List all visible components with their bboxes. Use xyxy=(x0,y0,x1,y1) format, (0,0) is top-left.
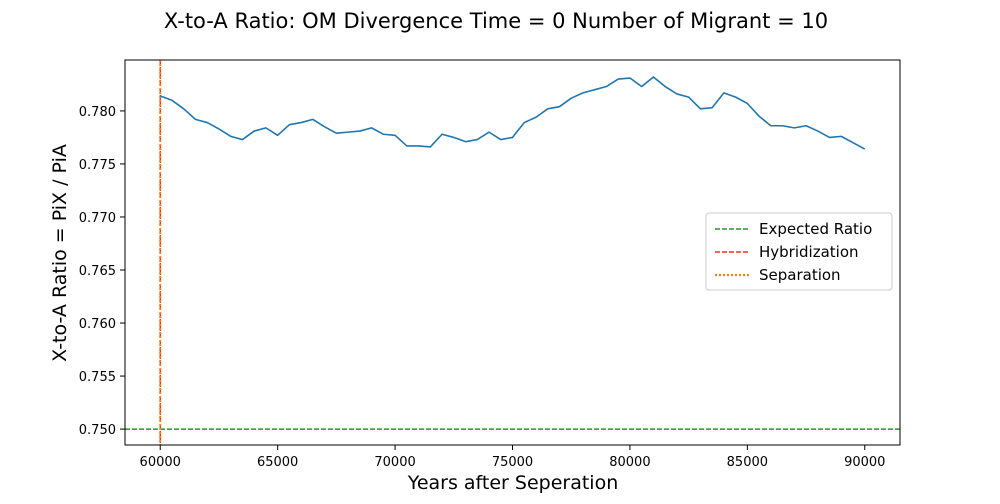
x-tick-label: 70000 xyxy=(374,455,415,470)
x-tick-label: 90000 xyxy=(844,455,885,470)
x-tick-label: 80000 xyxy=(609,455,650,470)
x-tick-label: 60000 xyxy=(140,455,181,470)
legend-label: Hybridization xyxy=(759,243,859,261)
y-tick-label: 0.770 xyxy=(79,211,116,226)
legend-box xyxy=(705,212,893,291)
plot-area: 60000 65000 70000 75000 80000 85000 90000 0.750… xyxy=(79,59,901,470)
y-tick-label: 0.755 xyxy=(79,370,116,385)
y-tick-label: 0.780 xyxy=(79,105,116,120)
x-tick-label: 65000 xyxy=(257,455,298,470)
legend: Expected Ratio Hybridization Separation xyxy=(705,212,893,291)
plot-frame xyxy=(124,59,901,446)
legend-label: Expected Ratio xyxy=(759,220,872,238)
series-line-1 xyxy=(159,76,866,150)
y-axis-label: X-to-A Ratio = PiX / PiA xyxy=(49,144,71,362)
x-tick-label: 75000 xyxy=(492,455,533,470)
chart-title: X-to-A Ratio: OM Divergence Time = 0 Num… xyxy=(164,9,828,33)
y-tick-label: 0.760 xyxy=(79,317,116,332)
x-tick-label: 85000 xyxy=(727,455,768,470)
y-tick-label: 0.750 xyxy=(79,423,116,438)
y-tick-label: 0.765 xyxy=(79,264,116,279)
legend-label: Separation xyxy=(759,266,841,284)
plot-lines xyxy=(125,60,900,445)
y-tick-label: 0.775 xyxy=(79,158,116,173)
x-axis-label: Years after Seperation xyxy=(407,472,619,494)
